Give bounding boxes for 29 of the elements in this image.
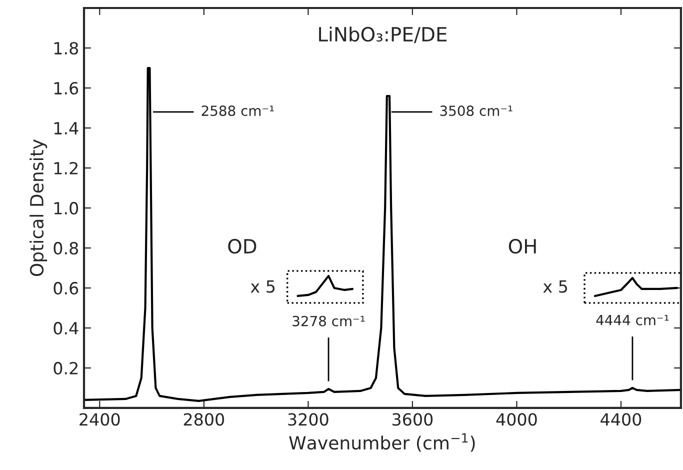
annotation: OD <box>228 238 256 254</box>
line-series <box>594 276 678 298</box>
line-series <box>84 66 681 402</box>
y-tick-label: 1.6 <box>54 82 78 95</box>
x-tick-label: 4000 <box>496 413 537 426</box>
annotation: x 5 <box>250 280 275 293</box>
y-tick-label: 1.2 <box>54 162 78 174</box>
annotation: OH <box>508 238 536 254</box>
annotation: 3508 cm⁻¹ <box>440 106 512 116</box>
annotation: 4444 cm⁻¹ <box>596 314 669 326</box>
x-tick-label: 3200 <box>288 413 328 426</box>
y-tick-label: 0.8 <box>54 242 78 255</box>
line-series <box>296 274 354 298</box>
y-axis-title: Optical Density <box>30 139 48 276</box>
annotation: 2588 cm⁻¹ <box>202 106 274 116</box>
y-tick-label: 0.4 <box>54 322 78 335</box>
text: LiNbO₃:PE/DE <box>319 26 447 44</box>
x-tick-label: 2800 <box>184 413 224 426</box>
y-tick-label: 0.2 <box>54 362 78 375</box>
x-tick-label: 2400 <box>80 413 120 426</box>
annotation: 3278 cm⁻¹ <box>292 316 365 326</box>
y-tick-label: 1.8 <box>54 42 78 55</box>
y-tick-label: 0.6 <box>54 282 78 295</box>
x-tick-label: 3600 <box>392 413 433 426</box>
y-tick-label: 1.0 <box>54 202 78 215</box>
annotation: x 5 <box>543 280 568 293</box>
y-tick-label: 1.4 <box>54 122 78 134</box>
x-axis-title: Wavenumber (cm$^{−1}$) <box>289 433 475 452</box>
x-tick-label: 4400 <box>600 413 642 426</box>
